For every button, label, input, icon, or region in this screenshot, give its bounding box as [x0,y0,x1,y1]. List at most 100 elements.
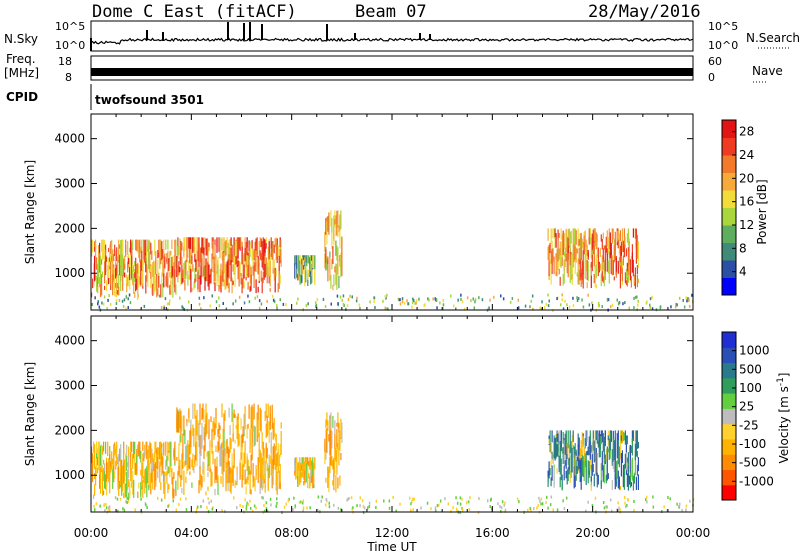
echo-cell [265,423,267,438]
echo-cell [626,263,628,284]
echo-speck [358,303,361,307]
echo-speck [462,508,464,512]
echo-cell [304,461,306,475]
nsky-panel-frame [90,20,694,52]
echo-cell [114,445,116,456]
echo-cell [132,270,134,282]
echo-cell [170,444,172,467]
echo-speck [576,299,579,302]
echo-cell [598,430,600,447]
echo-cell [599,436,601,458]
echo-speck [459,502,462,506]
echo-cell [232,280,234,286]
echo-cell [118,274,120,288]
echo-cell [244,247,246,262]
echo-cell [309,267,311,276]
echo-cell [550,273,552,285]
echo-cell [275,480,277,491]
echo-cell [235,240,237,257]
echo-cell [558,455,560,472]
echo-speck [397,297,399,301]
echo-speck [276,306,278,310]
echo-cell [339,230,341,249]
echo-cell [156,276,158,298]
echo-speck [350,496,353,500]
echo-speck [517,298,519,302]
echo-cell [137,491,139,499]
echo-speck [341,298,344,302]
echo-cell [94,247,96,252]
echo-cell [143,453,145,458]
echo-speck [617,501,619,505]
echo-speck [560,303,562,307]
echo-cell [547,476,549,488]
echo-speck [516,497,519,501]
echo-cell [108,278,110,285]
echo-cell [257,256,259,272]
echo-cell [114,244,116,256]
echo-cell [326,412,328,426]
echo-cell [226,472,228,484]
echo-cell [160,453,162,467]
echo-cell [263,478,265,484]
echo-cell [97,263,99,282]
echo-cell [244,448,246,464]
echo-cell [625,452,627,470]
echo-cell [299,260,301,277]
freq-tick-bottom: 8 [65,71,72,84]
echo-cell [597,255,599,276]
echo-cell [252,407,254,432]
echo-cell [115,460,117,470]
echo-speck [504,508,507,512]
echo-speck [359,496,361,500]
echo-speck [181,305,183,309]
echo-speck [683,305,686,309]
echo-speck [549,503,552,507]
echo-speck [685,508,687,512]
echo-speck [545,302,548,306]
echo-speck [134,508,136,512]
echo-cell [604,245,606,272]
echo-cell [267,467,269,491]
echo-speck [447,502,450,506]
echo-cell [572,444,574,450]
echo-speck [502,297,505,301]
echo-cell [328,466,330,493]
echo-cell [574,443,576,461]
echo-cell [165,441,167,457]
echo-cell [608,228,610,250]
echo-cell [98,457,100,471]
echo-cell [154,239,156,256]
echo-cell [226,462,228,482]
echo-speck [265,507,268,510]
echo-cell [203,247,205,257]
echo-cell [126,277,128,284]
echo-cell [249,264,251,284]
echo-cell [264,255,266,264]
echo-speck [410,502,412,506]
echo-cell [623,244,625,258]
echo-cell [334,442,336,464]
echo-cell [623,465,625,490]
echo-speck [383,499,385,503]
echo-cell [139,441,141,459]
echo-cell [228,254,230,279]
echo-cell [247,252,249,278]
echo-cell [273,443,275,465]
echo-speck [145,503,147,507]
echo-cell [96,262,98,270]
echo-cell [181,242,183,251]
echo-speck [244,498,246,502]
echo-speck [356,504,358,508]
echo-cell [551,465,553,481]
echo-cell [310,274,312,285]
echo-speck [233,496,235,500]
echo-cell [199,247,201,263]
echo-cell [148,244,150,270]
echo-cell [341,237,343,258]
echo-cell [196,409,198,426]
echo-speck [606,505,608,509]
echo-cell [627,228,629,246]
echo-cell [236,466,238,475]
echo-cell [569,471,571,483]
